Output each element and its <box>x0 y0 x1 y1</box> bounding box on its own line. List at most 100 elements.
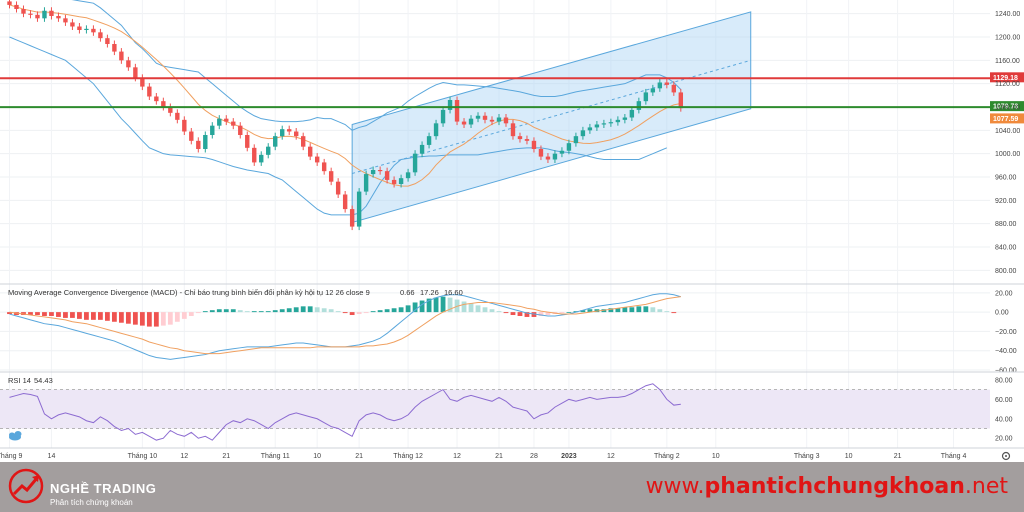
rsi-line <box>9 383 681 441</box>
regression-channel <box>351 11 752 224</box>
candle <box>238 122 243 139</box>
candle <box>650 84 656 96</box>
candle <box>98 28 103 42</box>
url-prefix: www. <box>645 474 705 499</box>
macd-histogram-bar <box>265 311 271 313</box>
candle <box>622 114 628 124</box>
macd-tick-label: 20.00 <box>995 290 1013 297</box>
candle <box>91 25 96 36</box>
macd-histogram-bar <box>517 312 523 316</box>
macd-histogram-bar <box>77 312 82 319</box>
time-tick-label: Tháng 11 <box>261 453 290 460</box>
time-tick-label: 21 <box>355 453 363 460</box>
price-tick-label: 1160.00 <box>995 58 1020 65</box>
time-tick-label: 2023 <box>561 453 577 460</box>
candle <box>287 125 292 135</box>
macd-histogram-bar <box>629 307 635 313</box>
candle <box>643 88 649 105</box>
macd-histogram-bar <box>118 312 124 323</box>
macd-histogram-bar <box>384 309 390 313</box>
url-suffix: .net <box>964 474 1008 499</box>
candle <box>154 93 159 105</box>
macd-signal-line <box>9 296 681 355</box>
rsi-tick-label: 20.00 <box>995 436 1013 443</box>
rsi-background-band <box>0 389 990 429</box>
candle <box>307 143 313 161</box>
macd-histogram-bar <box>538 312 544 316</box>
candle <box>517 132 523 143</box>
candle <box>566 139 572 155</box>
macd-histogram-bar <box>321 308 327 313</box>
time-tick-label: 21 <box>894 453 902 460</box>
macd-histogram-bar <box>258 311 264 313</box>
website-url[interactable]: www.phantichchungkhoan.net <box>646 474 1008 499</box>
candle <box>84 25 89 34</box>
candle <box>370 166 376 178</box>
macd-histogram-bar <box>363 312 369 314</box>
macd-histogram-bar <box>510 312 516 316</box>
macd-histogram-bar <box>84 312 89 320</box>
macd-histogram-bar <box>615 308 621 313</box>
macd-histogram-bar <box>664 311 670 313</box>
macd-histogram-bar <box>545 312 551 316</box>
macd-histogram-bar <box>209 310 215 313</box>
macd-histogram-bar <box>489 309 495 313</box>
macd-line <box>9 293 681 360</box>
macd-histogram-bar <box>566 312 572 313</box>
candle <box>140 74 145 91</box>
candle <box>580 126 586 140</box>
macd-histogram-bar <box>643 306 649 313</box>
price-level-badge <box>990 113 1024 124</box>
candle <box>49 7 54 20</box>
tradingview-logo-icon <box>9 431 22 441</box>
macd-histogram-bar <box>377 310 383 313</box>
candle <box>356 188 362 231</box>
candle <box>426 132 432 149</box>
macd-histogram-bar <box>244 311 250 313</box>
macd-histogram-bar <box>35 312 40 316</box>
candle <box>300 132 306 151</box>
macd-histogram-bar <box>7 312 12 315</box>
candle <box>524 135 530 145</box>
macd-histogram-bar <box>342 312 348 314</box>
price-tick-label: 1080.00 <box>995 105 1020 112</box>
macd-histogram-bar <box>49 312 54 316</box>
candle <box>189 128 194 145</box>
candle <box>349 205 355 231</box>
candle <box>28 10 33 19</box>
candle <box>273 132 278 151</box>
macd-histogram-bar <box>419 300 425 313</box>
rsi-tick-label: 80.00 <box>995 377 1013 384</box>
candle <box>70 18 75 30</box>
candle <box>419 141 425 158</box>
macd-histogram-bar <box>391 308 397 313</box>
time-tick-label: 21 <box>222 453 230 460</box>
candle <box>398 174 404 188</box>
candle <box>531 137 537 153</box>
candle <box>608 118 614 127</box>
macd-histogram-bar <box>104 312 110 321</box>
candle <box>126 56 131 71</box>
candle <box>294 128 299 140</box>
settings-gear-icon[interactable] <box>1001 451 1011 461</box>
candle <box>63 14 68 26</box>
candle <box>217 115 222 130</box>
candle <box>615 116 621 126</box>
candle <box>489 116 495 126</box>
candle <box>342 191 348 213</box>
rsi-panel: 80.00 60.00 40.00 20.00 RSI 14 54.43 <box>0 376 1013 443</box>
candle <box>482 112 488 124</box>
price-tick-label: 800.00 <box>995 268 1017 275</box>
macd-line-value: 17.26 <box>420 288 439 297</box>
rsi-tick-label: 40.00 <box>995 416 1013 423</box>
macd-histogram-bar <box>622 307 628 313</box>
candle <box>21 5 26 18</box>
candle <box>252 144 257 166</box>
macd-histogram-bar <box>139 312 145 326</box>
macd-histogram-bar <box>56 312 61 317</box>
candle <box>259 151 264 166</box>
time-tick-label: Tháng 9 <box>0 453 22 460</box>
brand-tagline: Phân tích chứng khoán <box>50 498 133 507</box>
macd-histogram-bar <box>496 311 502 313</box>
macd-histogram-bar <box>300 306 306 313</box>
